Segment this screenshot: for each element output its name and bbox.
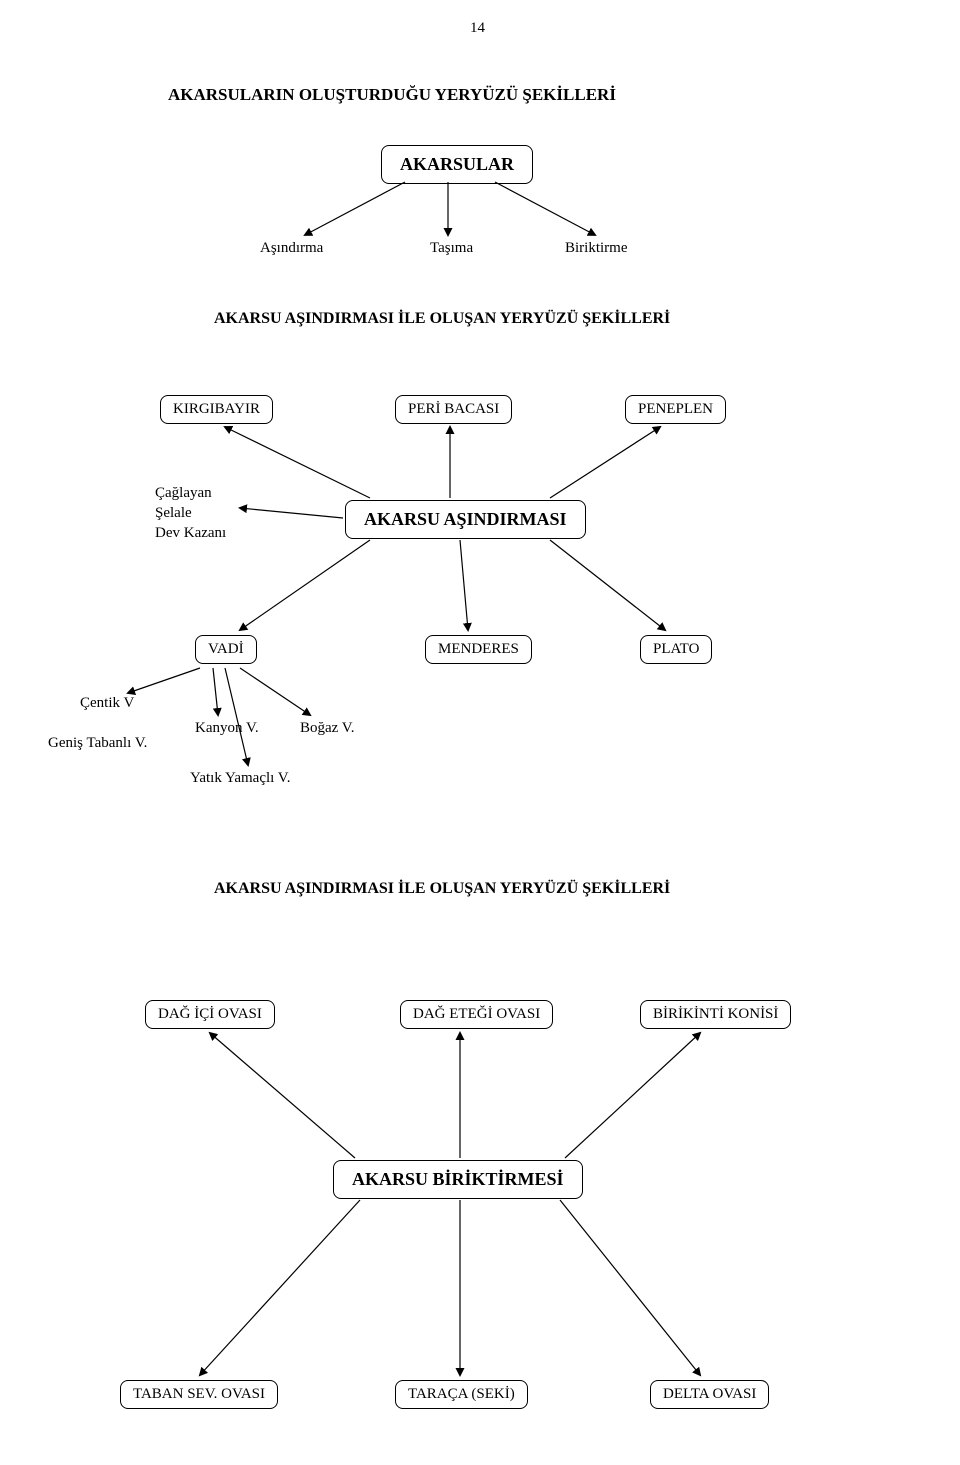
node-dag-etegi-ovasi: DAĞ ETEĞİ OVASI bbox=[400, 1000, 553, 1029]
node-akarsular: AKARSULAR bbox=[381, 145, 533, 184]
node-menderes: MENDERES bbox=[425, 635, 532, 664]
node-kirgibayir: KIRGIBAYIR bbox=[160, 395, 273, 424]
label-kanyon-v: Kanyon V. bbox=[195, 720, 259, 737]
node-akarsu-asindirmasi: AKARSU AŞINDIRMASI bbox=[345, 500, 586, 539]
node-peneplen: PENEPLEN bbox=[625, 395, 726, 424]
node-delta-ovasi: DELTA OVASI bbox=[650, 1380, 769, 1409]
main-title: AKARSULARIN OLUŞTURDUĞU YERYÜZÜ ŞEKİLLER… bbox=[168, 85, 616, 105]
page-number: 14 bbox=[470, 20, 485, 37]
node-birikinti-konisi: BİRİKİNTİ KONİSİ bbox=[640, 1000, 791, 1029]
label-bogaz-v: Boğaz V. bbox=[300, 720, 354, 737]
node-taraca-seki: TARAÇA (SEKİ) bbox=[395, 1380, 528, 1409]
label-asindirma: Aşındırma bbox=[260, 240, 323, 257]
node-akarsu-biriktirmesi: AKARSU BİRİKTİRMESİ bbox=[333, 1160, 583, 1199]
label-centik-v: Çentik V bbox=[80, 695, 134, 712]
node-peribacasi: PERİ BACASI bbox=[395, 395, 512, 424]
label-selale: Şelale bbox=[155, 505, 192, 522]
arrows-layer bbox=[0, 0, 960, 1465]
label-genis-tabanli-v: Geniş Tabanlı V. bbox=[48, 735, 147, 752]
label-caglayan: Çağlayan bbox=[155, 485, 212, 502]
label-yatik-yamacli-v: Yatık Yamaçlı V. bbox=[190, 770, 290, 787]
label-tasima: Taşıma bbox=[430, 240, 473, 257]
node-taban-sev-ovasi: TABAN SEV. OVASI bbox=[120, 1380, 278, 1409]
section1-title: AKARSU AŞINDIRMASI İLE OLUŞAN YERYÜZÜ ŞE… bbox=[214, 310, 670, 328]
label-dev-kazani: Dev Kazanı bbox=[155, 525, 226, 542]
node-vadi: VADİ bbox=[195, 635, 257, 664]
label-biriktirme: Biriktirme bbox=[565, 240, 628, 257]
node-dag-ici-ovasi: DAĞ İÇİ OVASI bbox=[145, 1000, 275, 1029]
section2-title: AKARSU AŞINDIRMASI İLE OLUŞAN YERYÜZÜ ŞE… bbox=[214, 880, 670, 898]
node-plato: PLATO bbox=[640, 635, 712, 664]
